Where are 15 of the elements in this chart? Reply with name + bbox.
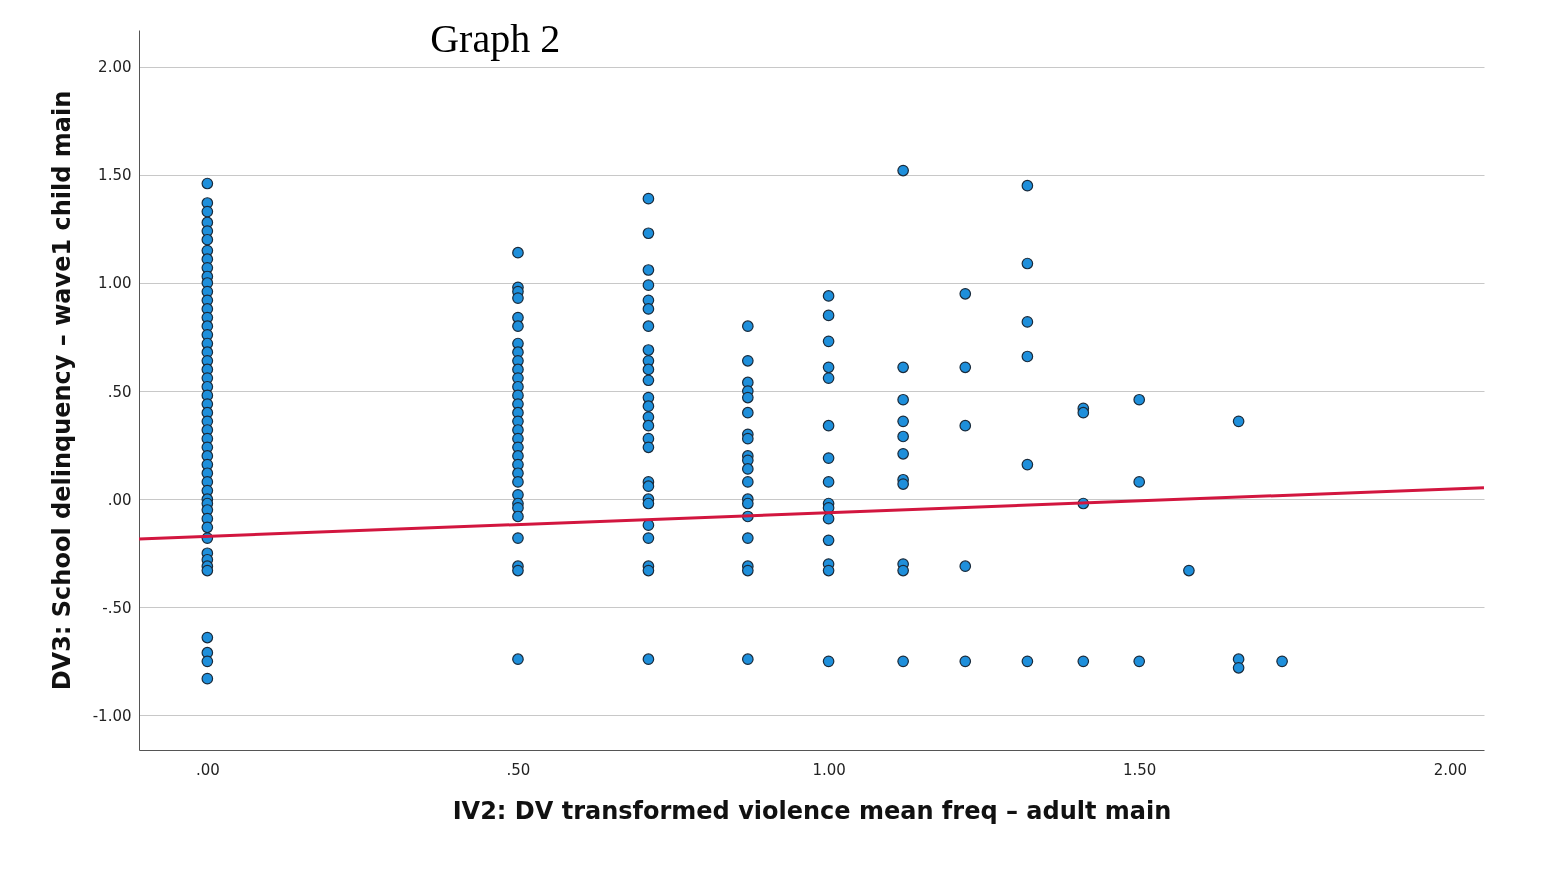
x-tick-label: 1.00	[812, 760, 846, 779]
x-tick-label: 1.50	[1123, 760, 1157, 779]
chart-title: Graph 2	[430, 16, 561, 61]
x-tick-label: .50	[506, 760, 531, 779]
x-axis-title: IV2: DV transformed violence mean freq – adult main	[452, 796, 1172, 825]
y-tick-label: .00	[107, 490, 132, 509]
y-axis-title: DV3: School delinquency – wave1 child main	[47, 90, 76, 691]
x-tick-label: 2.00	[1433, 760, 1468, 779]
y-tick-label: 2.00	[98, 58, 132, 77]
y-tick-label: .50	[107, 382, 132, 401]
x-tick-label: .00	[195, 760, 220, 779]
y-tick-label: -.50	[102, 598, 132, 617]
y-tick-label: 1.00	[98, 274, 132, 293]
y-tick-label: 1.50	[98, 166, 132, 185]
y-tick-label: -1.00	[92, 706, 132, 725]
